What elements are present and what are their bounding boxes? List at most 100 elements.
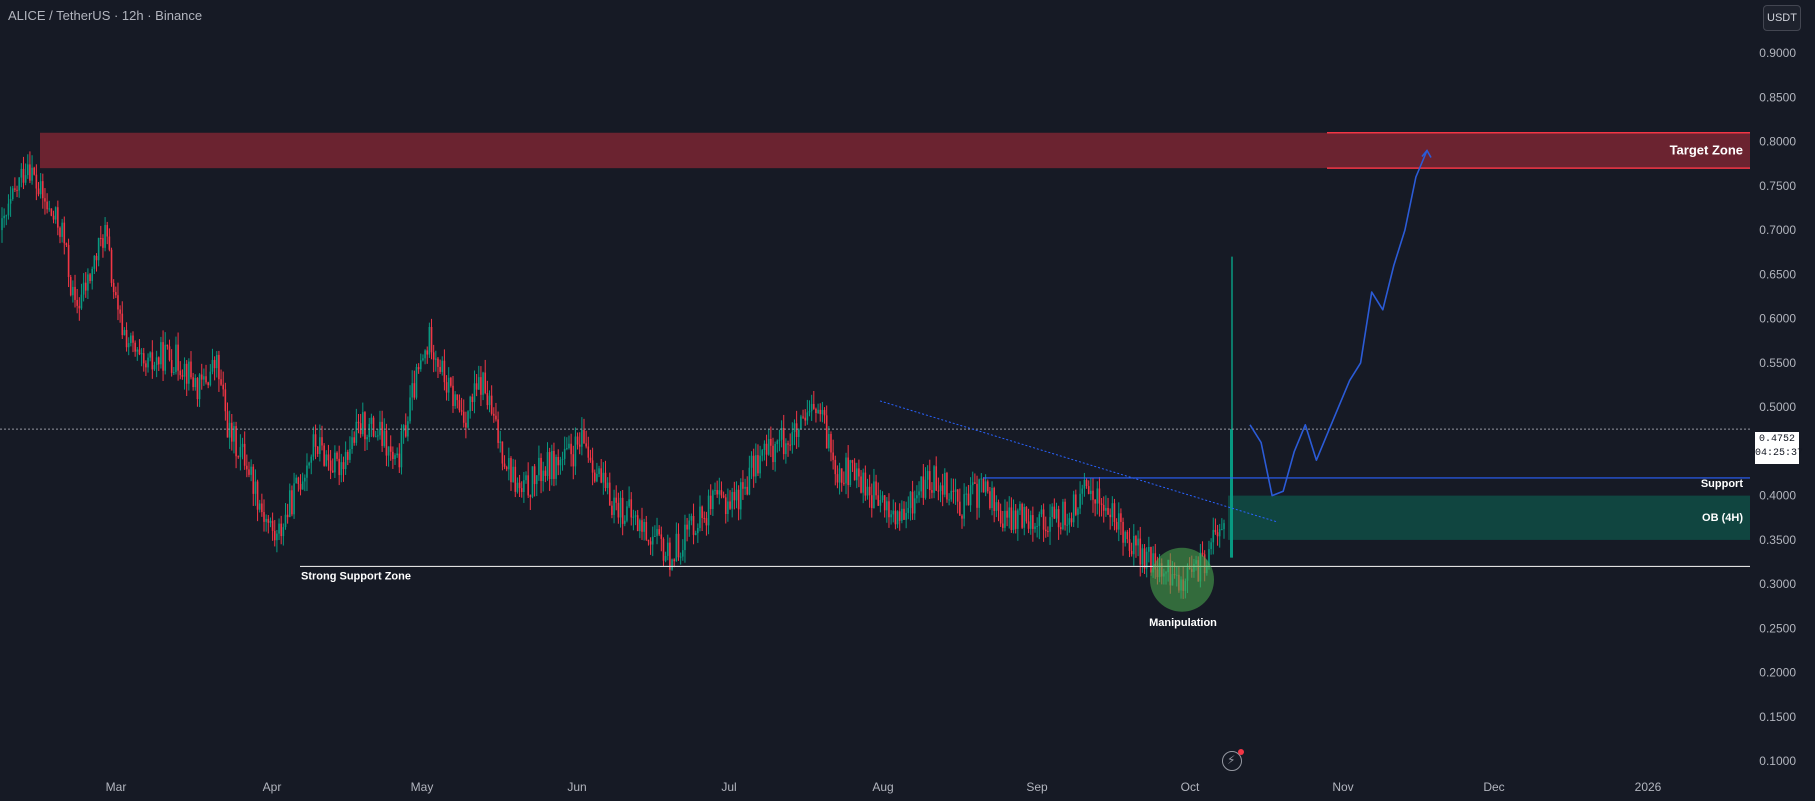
candle-body [7,203,10,216]
candle-body [950,490,953,500]
candle-body [117,295,119,310]
candle-body [845,457,847,484]
candle-body [78,305,81,309]
candle-body [611,505,613,515]
candle-body [976,483,978,508]
candle-body [346,451,349,460]
candle-body [802,416,804,418]
candle-body [666,542,669,556]
candle-body [211,359,214,372]
candle-body [299,484,302,490]
candle-body [516,482,519,492]
candle-body [258,503,261,510]
candle-body [664,555,667,561]
candle-body [508,458,510,470]
candle-body [18,177,20,191]
candle-body [185,363,188,384]
candle-body [1066,524,1069,526]
candle-body [306,465,308,478]
symbol-title: ALICE / TetherUS · 12h · Binance [8,8,203,23]
candle-body [946,472,948,500]
candle-body [149,352,151,358]
y-tick-label: 0.8000 [1759,135,1796,149]
candle-body [471,396,474,403]
candle-body [484,372,487,394]
candle-body [546,452,549,476]
candle-body [1098,488,1101,504]
candle-body [963,494,965,519]
candle-body [944,472,946,495]
candle-body [755,455,757,477]
candle-body [1090,490,1092,494]
candle-body [886,501,888,511]
drawings: Strong Support Zone Support OB (4H) Target … [0,142,1750,629]
candle-body [108,236,111,250]
candle-body [888,501,890,518]
annotation-label: Support [1701,478,1743,490]
candle-body [1152,553,1154,573]
candle-body [720,490,723,496]
candle-body [864,472,867,496]
candle-body [733,492,736,501]
candle-body [731,492,733,509]
x-tick-label: Dec [1483,780,1504,794]
candle-body [669,542,671,570]
candle-body [501,441,504,464]
candle-body [20,168,23,178]
candle-body [840,468,843,483]
candle-body [125,329,128,348]
candle-body [1135,536,1137,546]
candle-body [26,164,29,176]
candle-body [692,516,695,535]
candle-body [467,411,469,428]
candle-body [651,536,654,545]
candle-body [520,488,523,493]
candle-body [65,243,68,246]
reset-chart-icon[interactable]: ⚡ [1222,749,1244,771]
candle-body [512,466,514,483]
candle-body [136,349,139,352]
candle-body [475,383,478,390]
candle-body [716,490,718,495]
candle-body [984,481,987,493]
candle-body [836,474,839,483]
candle-body [1139,538,1142,565]
candle-body [1,218,3,231]
candle-body [617,502,620,518]
candle-body [619,497,622,518]
candle-body [566,448,568,450]
candle-body [1128,539,1131,551]
candle-body [937,490,940,492]
candle-body [93,255,96,269]
candle-body [1062,501,1064,530]
currency-button[interactable]: USDT [1763,5,1801,31]
candle-body [1111,503,1114,518]
candle-body [647,539,650,542]
candle-body [834,459,837,475]
candle-body [130,335,132,344]
candle-body [349,448,351,460]
candle-body [892,510,895,515]
candle-body [853,462,856,481]
candle-body [22,168,25,183]
candle-body [263,512,265,522]
candle-body [99,237,102,239]
candle-body [5,215,8,217]
candle-body [63,222,66,244]
candle-body [319,437,321,454]
candle-body [1102,504,1105,511]
candle-body [228,422,231,438]
candle-body [54,207,57,220]
candle-body [1070,518,1073,523]
candle-body [787,443,789,445]
candle-body [561,458,564,460]
candle-body [486,393,489,406]
candle-body [84,282,87,291]
candle-body [226,411,229,438]
candle-body [621,497,624,524]
candle-body [415,367,418,398]
candle-body [838,468,841,483]
candle-body [791,432,794,446]
candle-body [297,477,300,485]
